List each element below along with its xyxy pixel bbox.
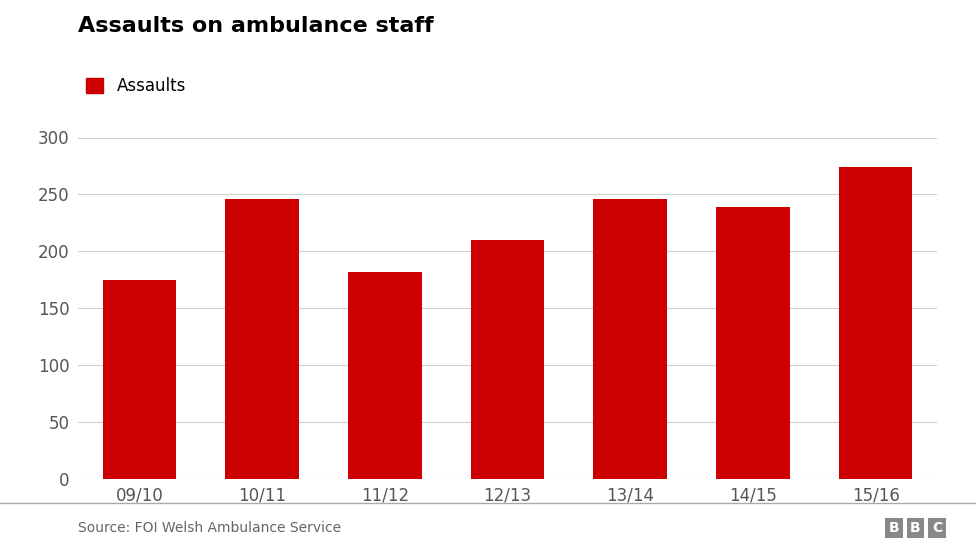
Text: Assaults on ambulance staff: Assaults on ambulance staff	[78, 16, 433, 36]
Bar	[348, 272, 422, 478]
Bar	[838, 167, 913, 478]
Bar	[716, 207, 790, 478]
Bar	[102, 279, 177, 478]
Text: B: B	[911, 521, 920, 535]
Bar	[593, 199, 667, 478]
Text: C: C	[932, 521, 942, 535]
Text: B: B	[889, 521, 899, 535]
Legend: Assaults: Assaults	[87, 77, 185, 95]
Bar	[470, 240, 545, 478]
Text: Source: FOI Welsh Ambulance Service: Source: FOI Welsh Ambulance Service	[78, 521, 342, 535]
Bar	[225, 199, 299, 478]
